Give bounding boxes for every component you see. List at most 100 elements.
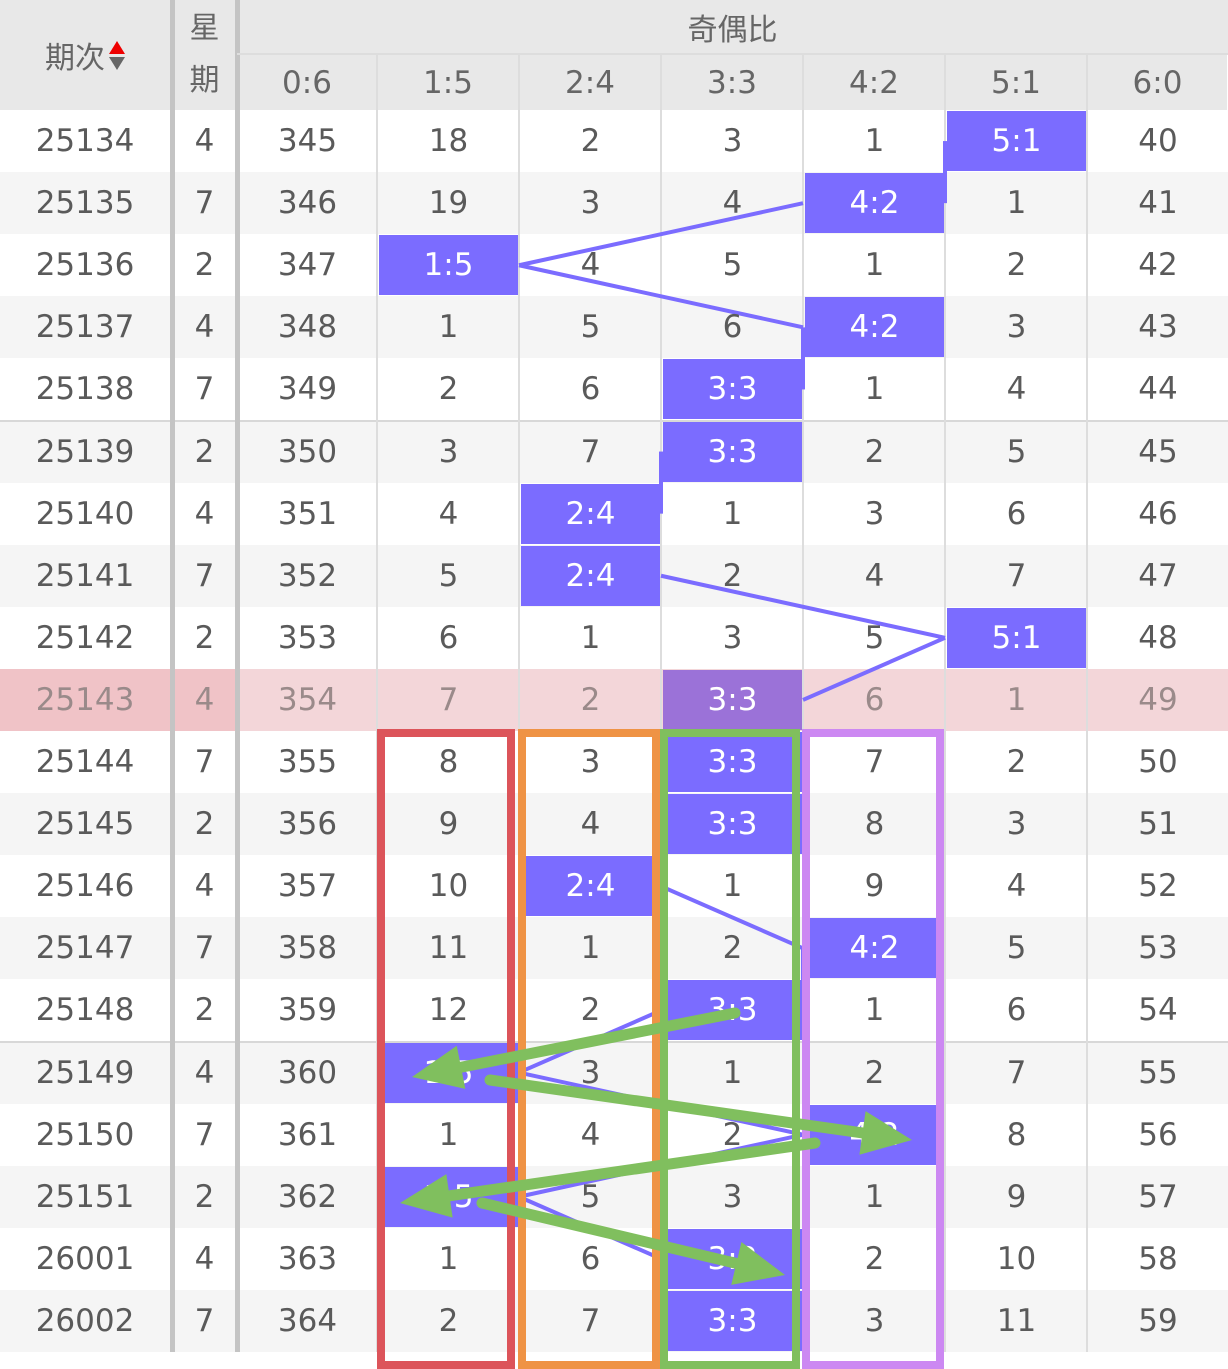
ratio-cell: 359 [277, 992, 338, 1029]
ratio-cell: 2 [1006, 247, 1027, 284]
ratio-cell: 3 [1006, 806, 1027, 843]
ratio-cell: 50 [1138, 744, 1178, 781]
trend-line-segment [660, 573, 946, 640]
table-row[interactable] [0, 358, 1228, 421]
ratio-cell: 349 [277, 371, 338, 408]
ratio-cell: 3 [580, 744, 601, 781]
ratio-cell: 1 [580, 619, 601, 656]
ratio-cell: 5 [580, 1178, 601, 1215]
table-row[interactable] [0, 1289, 1228, 1352]
weekday-cell: 4 [194, 1054, 215, 1091]
table-row[interactable] [0, 296, 1228, 359]
ratio-cell: 355 [277, 744, 338, 781]
table-row[interactable] [0, 917, 1228, 980]
ratio-cell: 3 [864, 1302, 885, 1339]
arrow [400, 1137, 821, 1218]
ratio-cell: 8 [1006, 1116, 1027, 1153]
ratio-cell: 7 [1006, 1054, 1027, 1091]
ratio-cell: 10 [996, 1240, 1037, 1277]
period-cell: 25138 [35, 371, 135, 408]
ratio-cell: 5 [722, 247, 743, 284]
ratio-cell: 19 [428, 185, 469, 222]
table-row[interactable] [0, 420, 1228, 483]
ratio-cell: 3 [438, 433, 459, 470]
period-cell: 25150 [35, 1116, 135, 1153]
ratio-cell: 1 [864, 1178, 885, 1215]
period-header[interactable]: 期次 [0, 0, 170, 110]
ratio-cell: 364 [277, 1302, 338, 1339]
column-header-3-3: 3:3 [662, 55, 802, 110]
ratio-cell: 7 [1006, 557, 1027, 594]
ratio-cell: 1 [438, 1240, 459, 1277]
weekday-cell: 2 [194, 247, 215, 284]
weekday-cell: 4 [194, 495, 215, 532]
period-cell: 25149 [35, 1054, 135, 1091]
column-divider [235, 0, 240, 1352]
weekday-header-label: 星期 [189, 11, 220, 98]
arrow [476, 1197, 785, 1285]
ratio-cell: 5 [580, 309, 601, 346]
ratio-cell: 354 [277, 681, 338, 718]
hit-cell: 3:3 [663, 732, 802, 793]
ratio-cell: 1 [864, 247, 885, 284]
ratio-cell: 4 [1006, 868, 1027, 905]
ratio-cell: 1 [438, 1116, 459, 1153]
weekday-cell: 4 [194, 309, 215, 346]
ratio-cell: 2 [580, 123, 601, 160]
ratio-cell: 5 [864, 619, 885, 656]
ratio-cell: 360 [277, 1054, 338, 1091]
sort-up-down-icon[interactable] [109, 40, 125, 70]
table-row[interactable] [0, 731, 1228, 794]
ratio-cell: 1 [864, 371, 885, 408]
ratio-cell: 4 [580, 1116, 601, 1153]
ratio-cell: 46 [1138, 495, 1178, 532]
ratio-cell: 346 [277, 185, 338, 222]
ratio-cell: 4 [722, 185, 743, 222]
hit-cell: 2:4 [521, 545, 660, 606]
ratio-cell: 11 [996, 1302, 1037, 1339]
column-header-5-1: 5:1 [946, 55, 1086, 110]
column-header-0-6: 0:6 [238, 55, 376, 110]
ratio-cell: 6 [864, 681, 885, 718]
weekday-cell: 7 [194, 557, 215, 594]
period-header-label: 期次 [45, 41, 105, 76]
period-cell: 25145 [35, 806, 135, 843]
ratio-cell: 1 [1006, 681, 1027, 718]
ratio-cell: 6 [1006, 992, 1027, 1029]
weekday-cell: 7 [194, 371, 215, 408]
ratio-cell: 1 [438, 309, 459, 346]
arrow [412, 1007, 741, 1089]
hit-cell: 5:1 [947, 111, 1086, 172]
table-row[interactable] [0, 793, 1228, 856]
ratio-cell: 348 [277, 309, 338, 346]
ratio-cell: 2 [1006, 744, 1027, 781]
ratio-cell: 55 [1138, 1054, 1178, 1091]
hit-cell: 3:3 [663, 1290, 802, 1351]
ratio-cell: 3 [722, 123, 743, 160]
trend-line-segment [660, 884, 804, 951]
hit-cell: 4:2 [805, 297, 944, 358]
ratio-cell: 3 [580, 185, 601, 222]
table-row[interactable] [0, 1103, 1228, 1166]
column-header-6-0: 6:0 [1088, 55, 1227, 110]
table-row[interactable] [0, 172, 1228, 235]
column-divider [170, 0, 175, 1352]
ratio-cell: 363 [277, 1240, 338, 1277]
ratio-cell: 5 [1006, 930, 1027, 967]
period-cell: 25141 [35, 557, 135, 594]
period-cell: 25136 [35, 247, 135, 284]
ratio-cell: 350 [277, 433, 338, 470]
ratio-cell: 43 [1138, 309, 1178, 346]
weekday-cell: 2 [194, 433, 215, 470]
ratio-cell: 58 [1138, 1240, 1178, 1277]
ratio-cell: 2 [580, 681, 601, 718]
ratio-cell: 9 [1006, 1178, 1027, 1215]
period-cell: 25146 [35, 868, 135, 905]
ratio-cell: 6 [580, 371, 601, 408]
ratio-cell: 353 [277, 619, 338, 656]
trend-line-segment [518, 263, 804, 330]
ratio-cell: 6 [1006, 495, 1027, 532]
ratio-cell: 3 [580, 1054, 601, 1091]
column-header-4-2: 4:2 [804, 55, 944, 110]
hit-cell: 4:2 [805, 918, 944, 979]
